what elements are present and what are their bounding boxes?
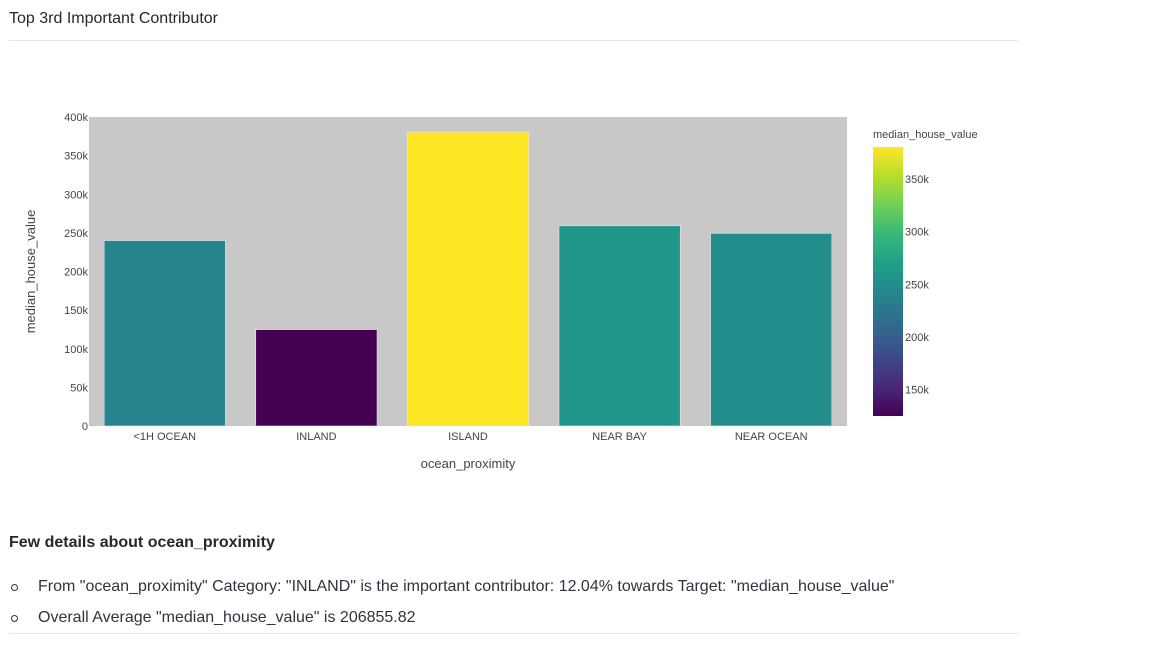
x-tick-label: ISLAND [448,431,488,443]
y-tick-label: 150k [64,305,88,317]
colorbar-tick-label: 200k [905,332,929,344]
x-tick-label: NEAR OCEAN [735,431,808,443]
bar[interactable] [103,240,226,427]
y-tick-label: 350k [64,151,88,163]
detail-text: From "ocean_proximity" Category: "INLAND… [38,578,895,595]
y-tick-label: 100k [64,344,88,356]
x-tick-label: INLAND [296,431,336,443]
divider [9,633,1018,634]
list-item: From "ocean_proximity" Category: "INLAND… [9,576,894,607]
colorbar-tick-label: 250k [905,279,929,291]
colorbar-title: median_house_value [873,129,978,141]
colorbar-tick-label: 150k [905,384,929,396]
bar[interactable] [407,131,529,427]
bar[interactable] [710,233,833,427]
y-tick-label: 250k [64,228,88,240]
section-title: Top 3rd Important Contributor [9,10,218,27]
bar[interactable] [558,225,681,427]
divider [9,40,1018,41]
y-tick-label: 400k [64,112,88,124]
y-tick-label: 300k [64,189,88,201]
x-axis-label: ocean_proximity [421,456,516,471]
y-tick-label: 200k [64,267,88,279]
x-tick-label: NEAR BAY [592,431,647,443]
detail-text: Overall Average "median_house_value" is … [38,609,416,626]
colorbar-tick-label: 300k [905,227,929,239]
details-list: From "ocean_proximity" Category: "INLAND… [9,576,894,638]
x-tick-label: <1H OCEAN [133,431,196,443]
colorbar-tick-label: 350k [905,174,929,186]
bullet-icon [11,615,18,622]
bar-chart[interactable]: 0 50k 100k 150k 200k 250k 300k 350k 400k <1H OCE… [0,0,1152,520]
colorbar [873,147,903,416]
bullet-icon [11,584,18,591]
list-item: Overall Average "median_house_value" is … [9,607,894,638]
y-tick-label: 50k [70,382,88,394]
details-heading: Few details about ocean_proximity [9,534,275,551]
y-axis-label: median_house_value [23,210,38,334]
bar[interactable] [255,329,378,427]
y-tick-label: 0 [82,421,88,433]
